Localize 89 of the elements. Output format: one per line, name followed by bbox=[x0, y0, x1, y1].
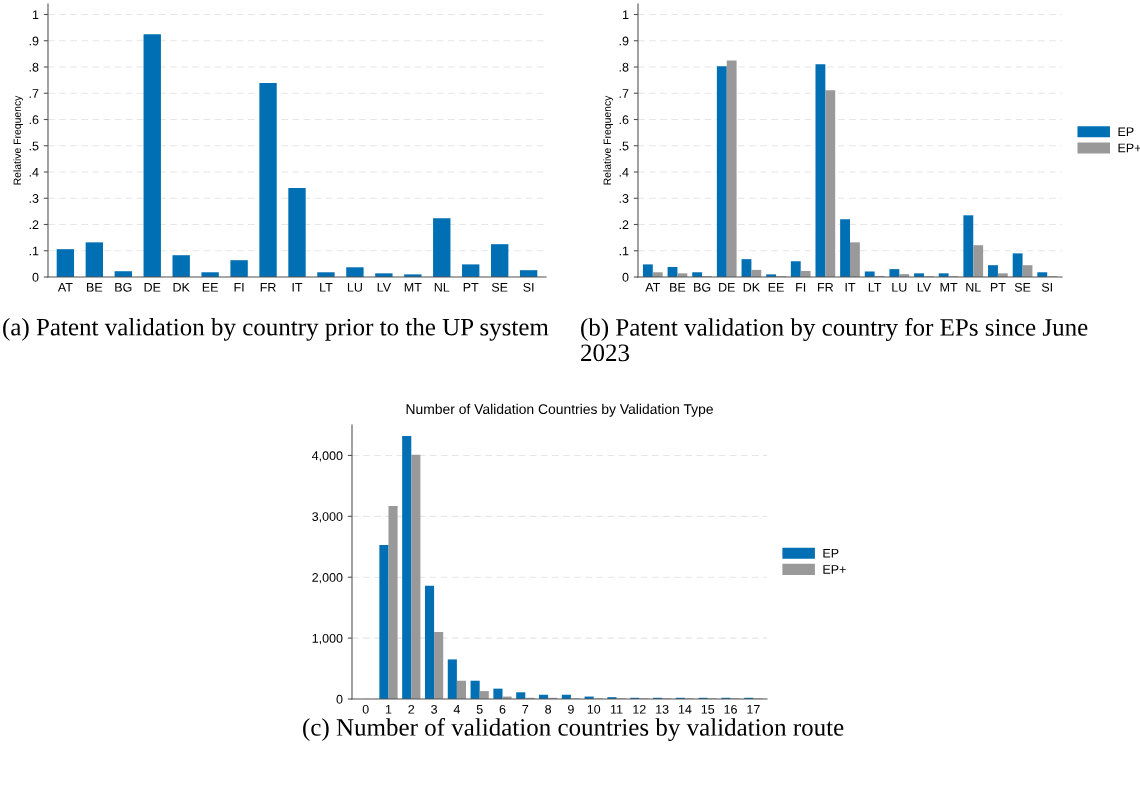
x-tick-label: AT bbox=[57, 283, 73, 292]
y-tick-label: .9 bbox=[619, 36, 629, 46]
x-tick-label: NL bbox=[966, 283, 981, 292]
y-axis-title: Relative Frequency bbox=[13, 95, 23, 185]
x-tick-label: PT bbox=[990, 283, 1006, 292]
x-tick-label: SI bbox=[523, 282, 534, 292]
x-tick-label: 3 bbox=[431, 704, 438, 714]
y-tick-label: .2 bbox=[29, 220, 39, 230]
x-tick-label: SE bbox=[1014, 282, 1031, 292]
x-tick-label: 15 bbox=[701, 705, 715, 714]
y-tick-label: .1 bbox=[619, 246, 629, 256]
y-tick-label: 1 bbox=[32, 10, 39, 20]
x-tick-label: BG bbox=[115, 282, 132, 292]
x-tick-label: DE bbox=[144, 283, 161, 292]
x-tick-label: 12 bbox=[633, 704, 646, 714]
x-tick-label: MT bbox=[940, 283, 958, 292]
x-tick-label: SE bbox=[491, 282, 508, 292]
x-tick-label: FI bbox=[796, 283, 806, 292]
y-tick-label: .5 bbox=[619, 141, 629, 151]
x-tick-label: LT bbox=[868, 283, 882, 292]
y-tick-label: 0 bbox=[622, 272, 629, 282]
x-tick-label: DE bbox=[719, 283, 735, 292]
x-tick-label: 16 bbox=[724, 704, 737, 714]
x-tick-label: DK bbox=[173, 283, 190, 292]
x-tick-label: 9 bbox=[568, 704, 574, 714]
x-tick-label: FR bbox=[260, 283, 276, 292]
x-tick-label: 7 bbox=[522, 705, 529, 714]
y-tick-label: .2 bbox=[619, 220, 629, 230]
x-tick-label: LU bbox=[892, 283, 907, 292]
y-tick-label: .7 bbox=[619, 89, 629, 98]
x-tick-label: 2 bbox=[408, 704, 415, 714]
x-tick-label: SI bbox=[1041, 282, 1052, 292]
y-tick-label: .3 bbox=[29, 194, 39, 203]
x-tick-label: LU bbox=[347, 283, 362, 292]
y-tick-label: .1 bbox=[29, 246, 39, 256]
x-tick-label: MT bbox=[404, 283, 422, 292]
x-tick-label: 11 bbox=[610, 705, 623, 714]
x-tick-label: 4 bbox=[453, 705, 460, 714]
x-tick-label: 10 bbox=[587, 704, 601, 714]
x-tick-label: FR bbox=[818, 283, 834, 292]
y-tick-label: .8 bbox=[29, 62, 39, 72]
x-tick-label: 5 bbox=[476, 705, 483, 714]
x-tick-label: 17 bbox=[747, 705, 760, 714]
y-tick-label: 1,000 bbox=[312, 633, 343, 645]
x-tick-label: 8 bbox=[545, 704, 552, 714]
x-tick-label: 1 bbox=[385, 705, 392, 714]
y-tick-label: .7 bbox=[29, 89, 39, 98]
text: (b) Patent validation by country for EPs since June 2023 bbox=[581, 318, 1088, 362]
x-tick-label: DK bbox=[743, 283, 760, 292]
y-tick-label: 1 bbox=[622, 10, 629, 20]
x-tick-label: NL bbox=[434, 283, 450, 292]
y-tick-label: .6 bbox=[29, 115, 39, 125]
x-tick-label: EE bbox=[768, 283, 784, 292]
y-tick-label: .8 bbox=[619, 62, 629, 72]
x-tick-label: BG bbox=[694, 282, 711, 292]
y-tick-label: .6 bbox=[619, 115, 629, 125]
y-tick-label: 0 bbox=[336, 694, 343, 704]
x-tick-label: LV bbox=[917, 283, 932, 292]
x-tick-label: 0 bbox=[362, 704, 369, 714]
y-tick-label: .9 bbox=[29, 36, 39, 46]
y-tick-label: 2,000 bbox=[312, 573, 343, 584]
legend-label: EP bbox=[823, 548, 839, 558]
text: (c) Number of validation countries by validation route bbox=[303, 718, 844, 741]
x-tick-label: IT bbox=[292, 283, 303, 292]
legend-label: EP+ bbox=[1118, 143, 1140, 153]
legend-label: EP+ bbox=[823, 565, 846, 574]
x-tick-label: 14 bbox=[678, 705, 692, 714]
x-tick-label: IT bbox=[845, 283, 856, 292]
y-tick-label: 4,000 bbox=[311, 451, 343, 462]
x-tick-label: FI bbox=[234, 283, 244, 292]
y-tick-label: 3,000 bbox=[312, 512, 343, 523]
y-axis-title: Relative Frequency bbox=[603, 95, 613, 185]
text: (a) Patent validation by country prior to the UP system bbox=[3, 318, 549, 341]
y-tick-label: .3 bbox=[619, 194, 629, 203]
y-tick-label: .4 bbox=[29, 167, 39, 177]
x-tick-label: LV bbox=[377, 283, 391, 292]
y-tick-label: .4 bbox=[619, 167, 629, 177]
y-tick-label: .5 bbox=[29, 141, 39, 151]
x-tick-label: 6 bbox=[499, 704, 506, 714]
x-tick-label: BE bbox=[670, 283, 686, 292]
x-tick-label: EE bbox=[202, 283, 218, 292]
chart-title: Number of Validation Countries by Validation Type bbox=[406, 403, 713, 417]
x-tick-label: AT bbox=[645, 283, 661, 292]
x-tick-label: 13 bbox=[656, 704, 669, 714]
y-tick-label: 0 bbox=[32, 272, 39, 282]
x-tick-label: PT bbox=[463, 283, 479, 292]
x-tick-label: BE bbox=[87, 283, 103, 292]
x-tick-label: LT bbox=[320, 283, 333, 292]
legend-label: EP bbox=[1118, 127, 1134, 137]
